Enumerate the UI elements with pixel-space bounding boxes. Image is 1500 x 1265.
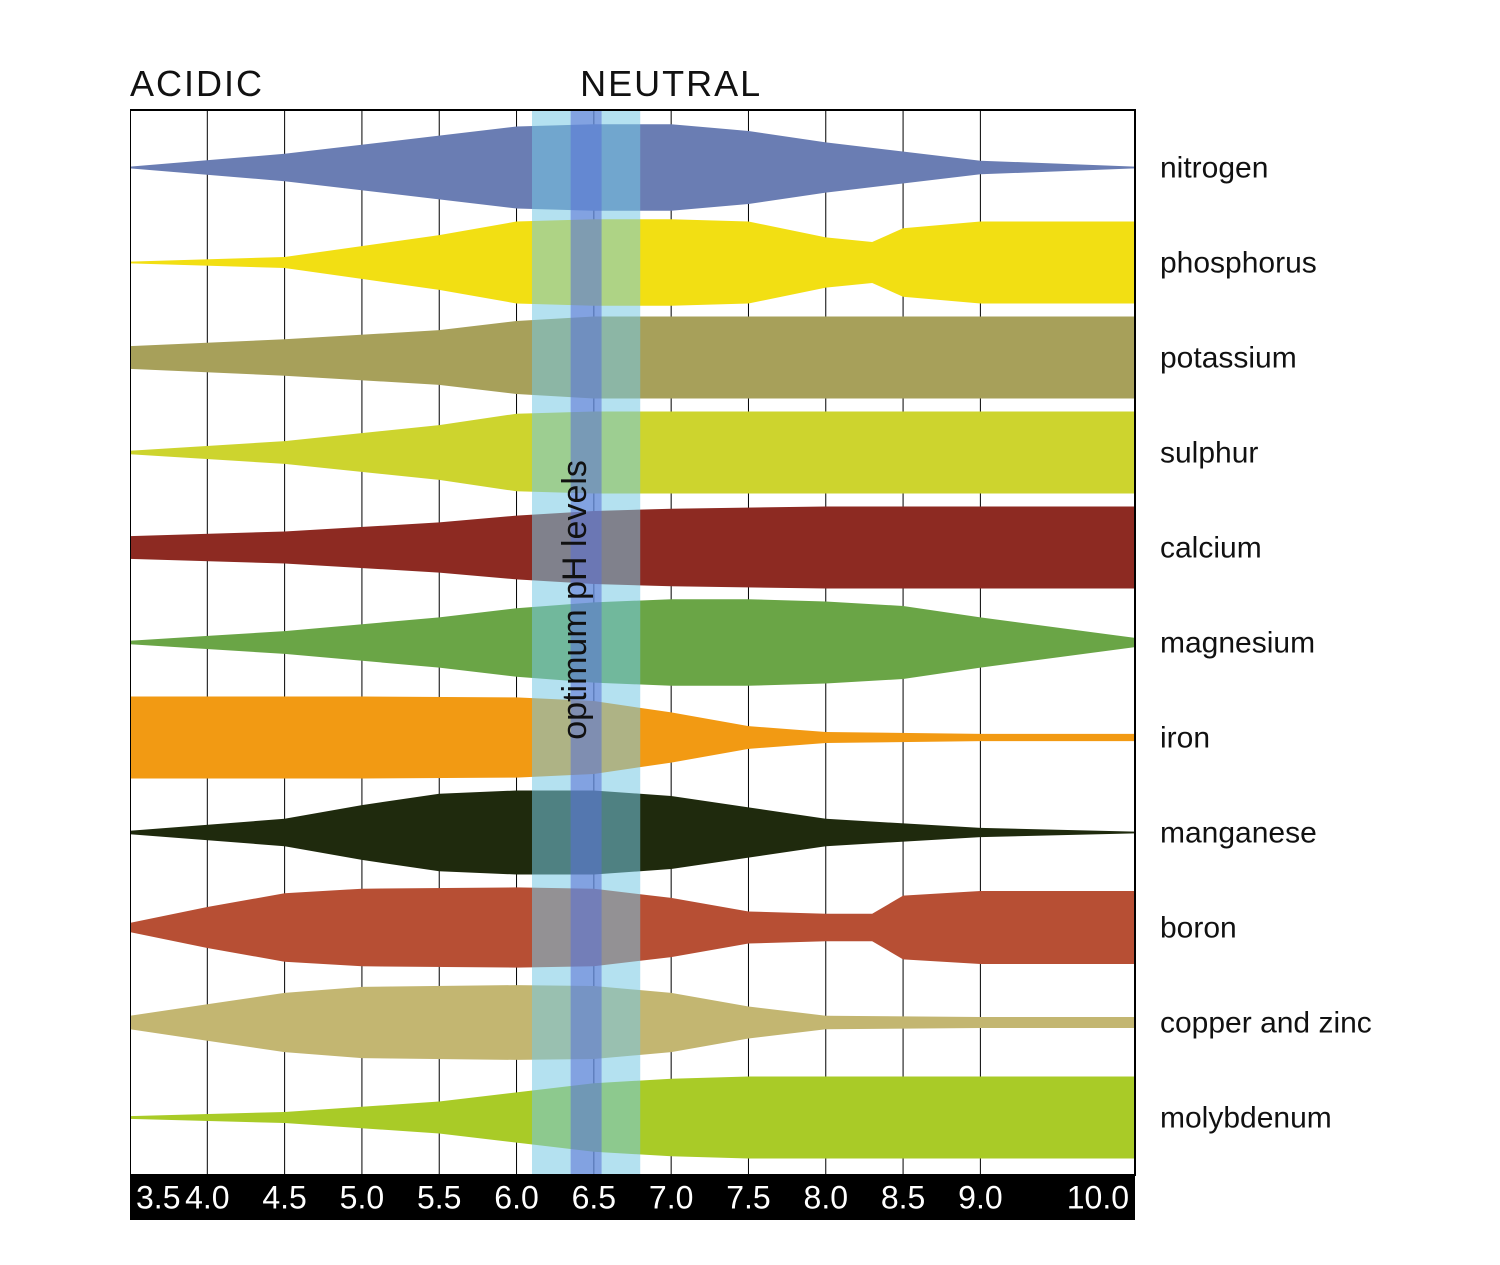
- neutral-label: NEUTRAL: [580, 63, 762, 104]
- xaxis-tick: 7.0: [649, 1179, 693, 1215]
- nutrient-label: nitrogen: [1160, 152, 1268, 185]
- ph-chart: optimum pH levels3.54.04.55.05.56.06.57.…: [130, 60, 1430, 1190]
- xaxis-tick: 6.5: [572, 1179, 616, 1215]
- nutrient-label: iron: [1160, 722, 1210, 755]
- nutrient-label: boron: [1160, 912, 1237, 945]
- xaxis-tick: 10.0: [1067, 1179, 1129, 1215]
- xaxis-tick: 3.5: [136, 1179, 180, 1215]
- xaxis-tick: 4.0: [185, 1179, 229, 1215]
- xaxis-tick: 7.5: [726, 1179, 770, 1215]
- nutrient-label: sulphur: [1160, 437, 1258, 470]
- nutrient-label: magnesium: [1160, 627, 1315, 660]
- nutrient-label: copper and zinc: [1160, 1007, 1372, 1040]
- xaxis-tick: 6.0: [494, 1179, 538, 1215]
- nutrient-label: manganese: [1160, 817, 1317, 850]
- optimum-label: optimum pH levels: [556, 460, 594, 740]
- xaxis-tick: 8.0: [804, 1179, 848, 1215]
- xaxis-tick: 9.0: [958, 1179, 1002, 1215]
- chart-svg: optimum pH levels 3.54.0 4.5 5.0 5.5 6.0 6.5 7.…: [130, 60, 1430, 1230]
- xaxis-tick: 5.5: [417, 1179, 461, 1215]
- nutrient-label: calcium: [1160, 532, 1262, 565]
- xaxis-tick: 5.0: [340, 1179, 384, 1215]
- nutrient-label: molybdenum: [1160, 1102, 1332, 1135]
- nutrient-label: potassium: [1160, 342, 1297, 375]
- acidic-label: ACIDIC: [130, 63, 264, 104]
- xaxis-tick: 4.5: [262, 1179, 306, 1215]
- xaxis-tick: 8.5: [881, 1179, 925, 1215]
- nutrient-label: phosphorus: [1160, 247, 1317, 280]
